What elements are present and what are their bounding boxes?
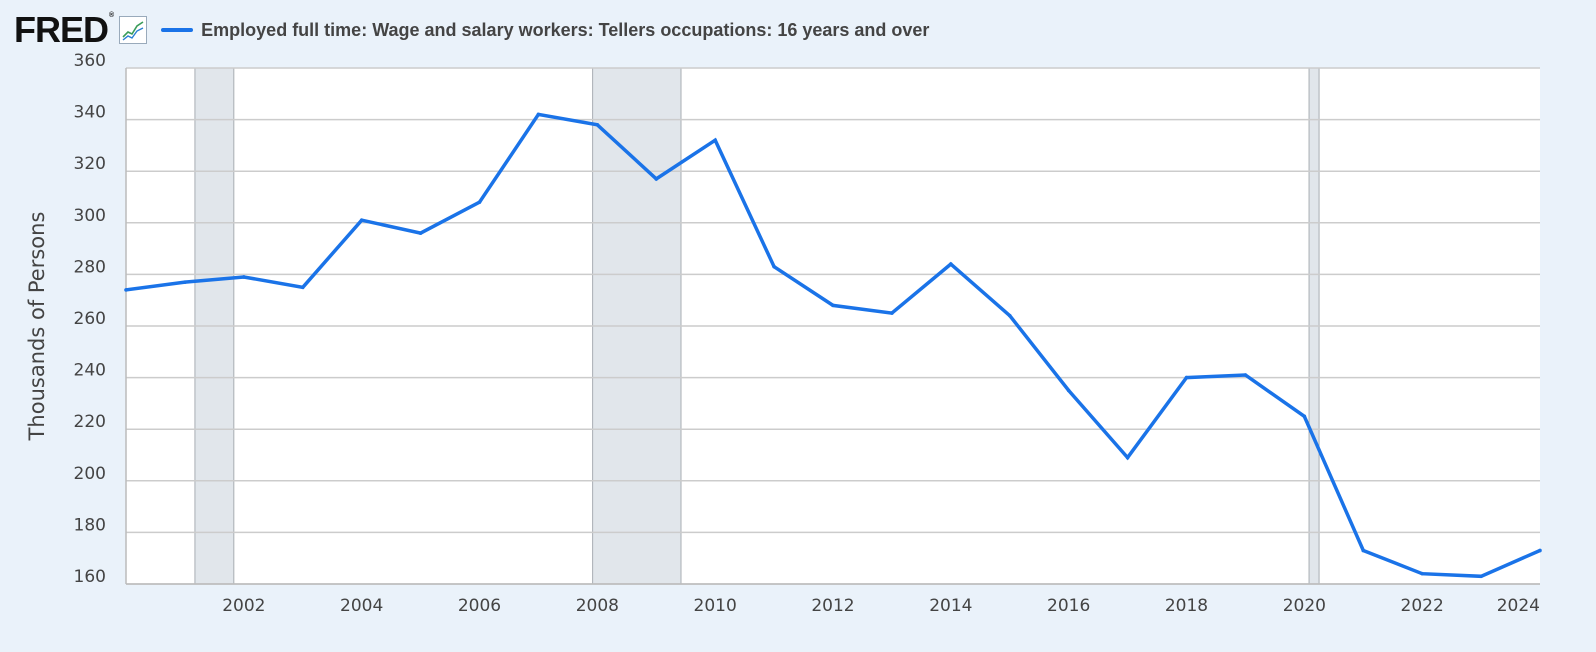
legend-label: Employed full time: Wage and salary work… (201, 19, 930, 40)
data-point (477, 200, 482, 204)
y-tick-label: 180 (74, 515, 106, 535)
y-tick-label: 360 (74, 51, 106, 71)
y-tick-label: 340 (74, 103, 106, 123)
y-tick-label: 300 (74, 206, 106, 226)
x-tick-label: 2010 (694, 596, 737, 616)
data-point (890, 311, 894, 315)
y-tick-label: 280 (74, 257, 106, 277)
data-point (1066, 388, 1071, 393)
data-point (536, 112, 541, 117)
data-point (772, 264, 776, 269)
y-tick-label: 220 (74, 412, 106, 432)
y-tick-label: 320 (74, 154, 106, 174)
data-point (1243, 373, 1248, 377)
data-point (242, 275, 246, 279)
data-point (1302, 414, 1307, 419)
fred-logo-registered-mark: ® (109, 12, 114, 19)
data-point (713, 138, 717, 143)
x-tick-label: 2006 (458, 596, 501, 616)
legend: Employed full time: Wage and salary work… (161, 20, 929, 41)
series-layer (124, 112, 1542, 579)
data-point (418, 231, 423, 235)
data-point (300, 285, 305, 290)
data-point (831, 303, 835, 308)
x-tick-label: 2018 (1165, 596, 1208, 616)
data-point (1538, 548, 1542, 553)
x-tick-label: 2020 (1283, 596, 1326, 616)
chart-header: FRED® Employed full time: Wage and salar… (14, 10, 929, 50)
y-tick-label: 260 (74, 309, 106, 329)
x-tick-label: 2004 (340, 596, 383, 616)
line-chart-icon[interactable] (119, 16, 148, 44)
data-point (1361, 548, 1366, 553)
data-point (359, 218, 364, 223)
x-tick-label: 2014 (929, 596, 972, 616)
x-tick-label: 2008 (576, 596, 619, 616)
x-tick-label: 2016 (1047, 596, 1090, 616)
data-point (183, 280, 187, 284)
data-point (1125, 455, 1130, 460)
data-point (1420, 571, 1424, 576)
x-tick-label: 2002 (222, 596, 265, 616)
fred-logo[interactable]: FRED® (14, 9, 114, 50)
y-axis-label: Thousands of Persons (25, 212, 49, 442)
y-tick-label: 240 (74, 361, 106, 381)
x-tick-label: 2024 (1497, 596, 1540, 616)
x-tick-label: 2022 (1401, 596, 1444, 616)
data-point (595, 122, 600, 127)
y-tick-label: 200 (74, 464, 106, 484)
legend-swatch (161, 28, 194, 32)
data-point (949, 262, 953, 266)
data-point (654, 177, 659, 181)
y-tick-label: 160 (74, 567, 106, 587)
y-axis-ticks: 160 180 200 220 240 260 280 300 320 340 360 (74, 51, 106, 587)
data-point (1479, 574, 1483, 579)
fred-logo-text: FRED (14, 9, 109, 50)
data-point (124, 288, 128, 292)
gridlines (125, 67, 1540, 585)
x-axis-ticks: 2002 2004 2006 2008 2010 2012 2014 2016 2018 2020… (222, 596, 1540, 616)
data-point (1184, 375, 1189, 380)
data-point (1007, 313, 1012, 318)
x-tick-label: 2012 (811, 596, 854, 616)
